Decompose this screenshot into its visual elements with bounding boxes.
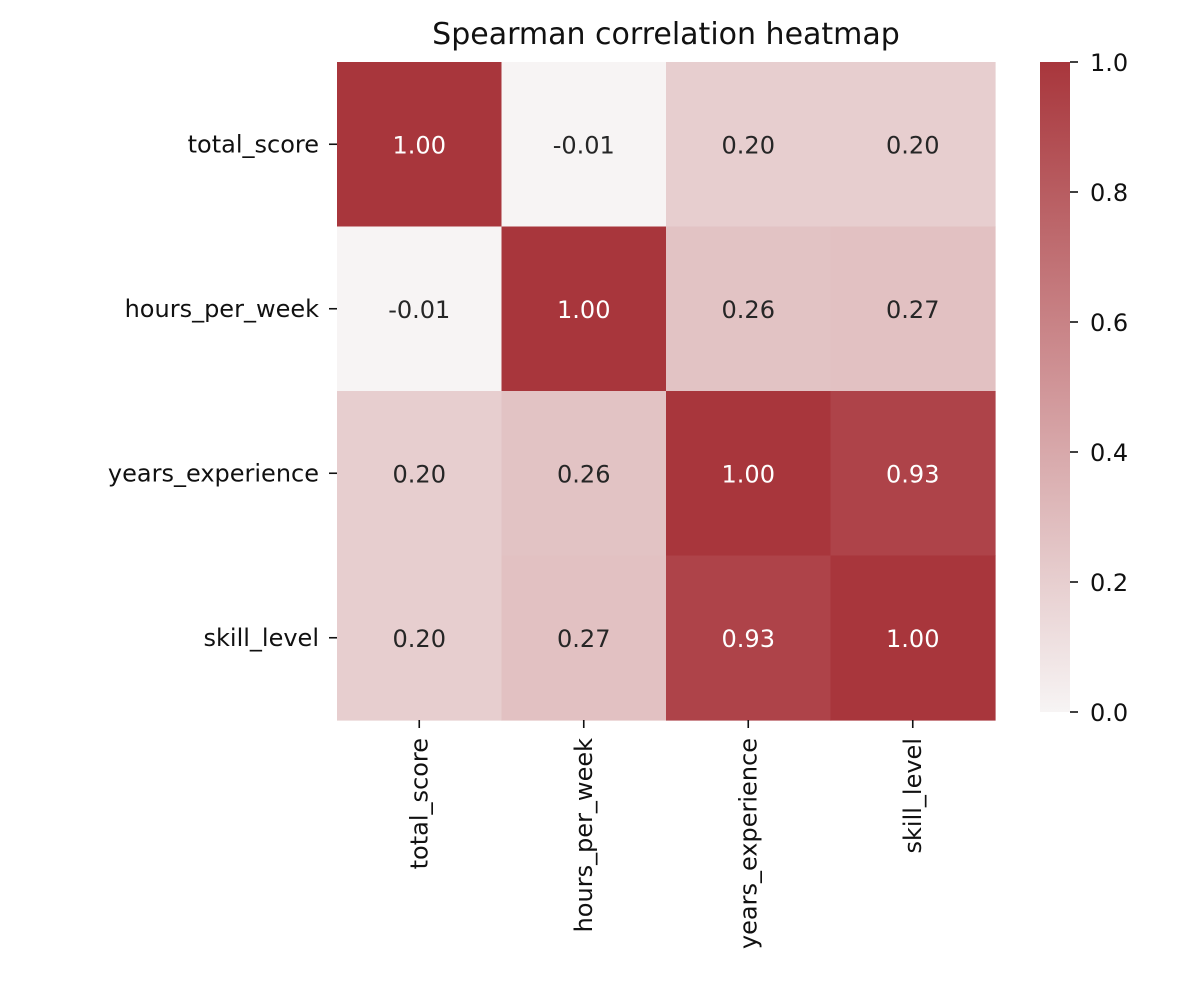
y-tick-label: years_experience [108, 459, 319, 487]
heatmap-cell [337, 62, 503, 228]
cell-value-label: 1.00 [393, 131, 446, 159]
heatmap-cell [501, 555, 667, 721]
heatmap-cell [666, 555, 832, 721]
cell-value-label: 0.20 [393, 625, 446, 653]
cell-value-label: 1.00 [886, 625, 939, 653]
heatmap-cell [337, 555, 503, 721]
x-tick-label: skill_level [899, 738, 927, 853]
heatmap-cell [501, 226, 667, 392]
cell-value-label: 0.93 [886, 460, 939, 488]
cell-value-label: 1.00 [557, 296, 610, 324]
cell-value-label: 0.26 [557, 460, 610, 488]
x-tick-label: hours_per_week [570, 738, 598, 933]
heatmap-cell [830, 226, 996, 392]
colorbar-tick-label: 1.0 [1090, 49, 1128, 77]
heatmap-cell [337, 226, 503, 392]
cell-value-label: 0.27 [557, 625, 610, 653]
colorbar [1040, 62, 1070, 712]
chart-title: Spearman correlation heatmap [432, 17, 900, 52]
heatmap-cell [830, 62, 996, 228]
cell-value-label: 0.20 [393, 460, 446, 488]
heatmap-cell [830, 555, 996, 721]
heatmap-cell [830, 391, 996, 557]
heatmap-cell [337, 391, 503, 557]
x-tick-label: years_experience [734, 738, 762, 949]
colorbar-tick-label: 0.0 [1090, 699, 1128, 727]
colorbar-tick-label: 0.4 [1090, 439, 1128, 467]
heatmap-cell [666, 226, 832, 392]
cell-value-label: 1.00 [722, 460, 775, 488]
heatmap-cell-labels: 1.00 -0.01 0.20 0.20 -0.01 1.00 0.26 0.27 0.20 0.… [388, 131, 939, 653]
y-axis: total_score hours_per_week years_experienc… [108, 130, 337, 652]
colorbar-tick-label: 0.6 [1090, 309, 1128, 337]
y-tick-label: total_score [188, 130, 319, 158]
cell-value-label: -0.01 [553, 131, 615, 159]
x-tick-label: total_score [405, 738, 433, 869]
x-axis: total_score hours_per_week years_experienc… [405, 720, 927, 949]
cell-value-label: 0.27 [886, 296, 939, 324]
heatmap-cell [666, 391, 832, 557]
heatmap-cell [666, 62, 832, 228]
colorbar-tick-label: 0.8 [1090, 179, 1128, 207]
y-tick-label: skill_level [204, 624, 319, 652]
colorbar-tick-label: 0.2 [1090, 569, 1128, 597]
colorbar-ticks: 0.0 0.2 0.4 0.6 0.8 1.0 [1070, 49, 1128, 727]
cell-value-label: 0.20 [722, 131, 775, 159]
cell-value-label: 0.93 [722, 625, 775, 653]
cell-value-label: 0.26 [722, 296, 775, 324]
y-tick-label: hours_per_week [125, 295, 320, 323]
cell-value-label: -0.01 [388, 296, 450, 324]
cell-value-label: 0.20 [886, 131, 939, 159]
heatmap-cell [501, 62, 667, 228]
heatmap-cell [501, 391, 667, 557]
heatmap-cells [337, 62, 996, 721]
